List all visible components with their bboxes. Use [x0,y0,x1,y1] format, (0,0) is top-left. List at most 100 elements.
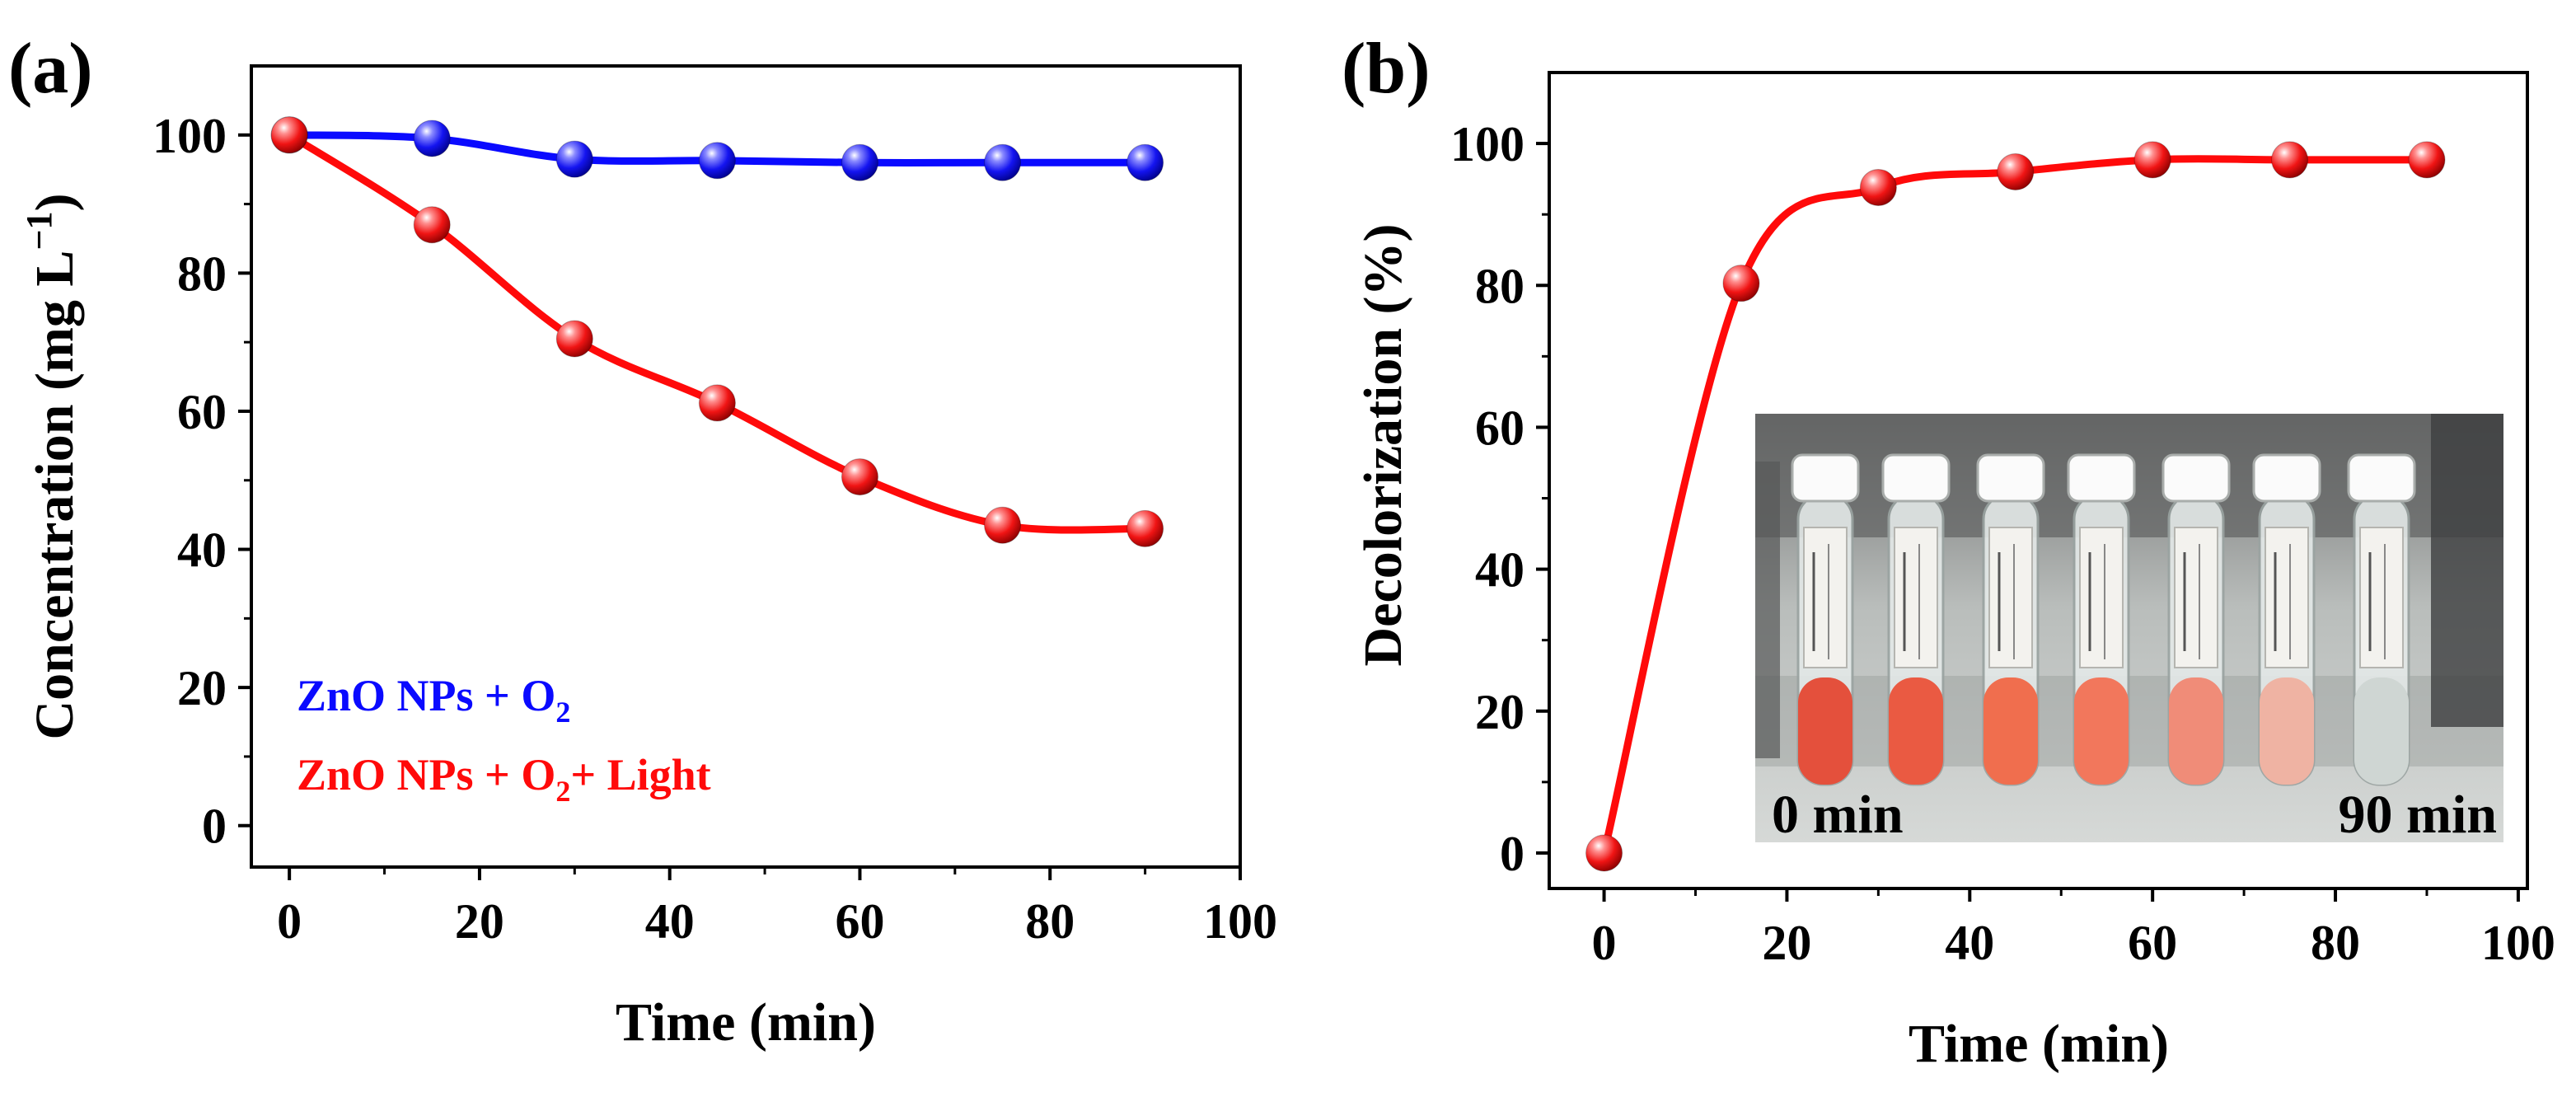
panel-b-x-tick-label: 20 [1762,916,1811,970]
inset-vial-liquid [1984,677,2038,785]
inset-vial [2067,453,2136,786]
inset-label-end: 90 min [2338,785,2497,845]
inset-vial-liquid [1889,677,1943,785]
panel-b-y-tick-label: 60 [1475,401,1525,455]
legend-entry-blue-main: ZnO NPs + O [297,671,555,720]
panel-b-x-tick-label: 100 [2481,916,2555,970]
inset-right-rack [2431,414,2503,727]
panel-a-data-point [698,384,736,422]
inset-vial-cap [2347,453,2416,503]
panel-a-data-point [841,143,878,181]
inset-vial [1976,453,2045,786]
inset-vial-liquid [2354,677,2409,785]
panel-b: (b) 0 20 40 60 80 100 0 20 40 60 80 100 0 min 90 m… [1342,29,2555,1074]
legend-entry-red-suffix: + Light [570,750,710,799]
inset-vial-label-sticker [2079,527,2124,668]
inset-vial-label-sticker [1894,527,1938,668]
panel-a-y-tick-label: 100 [152,109,227,163]
panel-b-data-point [1859,168,1897,206]
inset-vial-label-sticker [2265,527,2309,668]
panel-b-label: (b) [1342,29,1431,109]
panel-b-lines [1600,155,2431,857]
panel-b-x-tick-label: 80 [2311,916,2360,970]
panel-a-data-point [1126,509,1164,547]
panel-a-lines [285,131,1150,534]
panel-a-y-axis-label-sup: −1 [19,211,59,250]
panel-a-data-point [413,206,451,244]
panel-b-x-tick-label: 0 [1592,916,1617,970]
panel-b-data-point [2408,141,2446,179]
panel-a-x-tick-label: 20 [455,894,504,949]
inset-vial-label-sticker [1803,527,1848,668]
panel-a-y-tick-label: 20 [177,661,227,715]
panel-b-y-tick-label: 40 [1475,543,1525,598]
panel-a-x-tick-label: 100 [1203,894,1277,949]
panel-b-x-tick-label: 40 [1945,916,1994,970]
panel-b-y-axis-label: Decolorization (%) [1353,224,1413,667]
inset-vial [1881,453,1951,786]
legend-entry-blue-sub: 2 [555,696,570,729]
inset-vial [2347,453,2416,786]
panel-b-x-ticks: 0 20 40 60 80 100 [1592,888,2555,970]
inset-vial-cap [1976,453,2045,503]
panel-a-x-tick-label: 0 [277,894,302,949]
panel-a: (a) 0 20 40 60 80 100 0 20 40 60 80 100 Time (min)… [8,29,1277,1052]
panel-b-data-point [2133,141,2171,179]
panel-b-series-line-0 [1600,155,2431,857]
panel-a-x-axis-label: Time (min) [616,992,876,1052]
panel-a-data-point [413,120,451,157]
panel-a-x-tick-label: 40 [645,894,695,949]
panel-a-x-ticks: 0 20 40 60 80 100 [277,867,1277,949]
inset-vial-cap [2252,453,2321,503]
panel-b-plot-frame [1548,71,2529,890]
panel-a-legend: ZnO NPs + O2 ZnO NPs + O2+ Light [297,671,711,808]
inset-vial [2161,453,2231,786]
panel-a-data-point [698,142,736,180]
panel-a-y-axis-label-close: ) [25,194,85,212]
inset-vials [1791,453,2416,786]
panel-a-data-point [555,320,593,358]
panel-b-data-point [1585,834,1623,872]
panel-a-data-point [270,116,308,154]
panel-a-y-tick-label: 0 [202,799,227,854]
inset-vial-cap [1881,453,1951,503]
inset-vial-liquid [2074,677,2129,785]
inset-left-strip [1755,462,1780,758]
inset-vial [2252,453,2321,786]
panel-b-data-point [2271,141,2309,179]
panel-a-y-tick-label: 60 [177,385,227,439]
panel-b-data-point [1997,153,2035,191]
panel-b-y-tick-label: 20 [1475,685,1525,739]
legend-entry-red-main: ZnO NPs + O [297,750,555,799]
inset-vial-label-sticker [2174,527,2218,668]
inset-vial-liquid [1798,677,1852,785]
panel-b-y-tick-label: 80 [1475,259,1525,313]
panel-a-data-point [984,506,1022,544]
inset-vial [1791,453,1860,786]
panel-a-plot-frame [250,64,1242,869]
panel-b-x-axis-label: Time (min) [1909,1014,2169,1074]
panel-a-y-ticks: 0 20 40 60 80 100 [152,109,251,854]
inset-vial-liquid [2260,677,2314,785]
inset-vial-label-sticker [2359,527,2404,668]
panel-b-points [1585,141,2446,872]
panel-a-data-point [555,140,593,178]
panel-b-y-ticks: 0 20 40 60 80 100 [1450,117,1549,881]
inset-vial-label-sticker [1988,527,2033,668]
panel-a-x-tick-label: 60 [835,894,884,949]
panel-a-y-axis-label: Concentration (mg L−1) [19,194,85,740]
legend-entry-red-sub: 2 [555,775,570,808]
panel-a-y-tick-label: 40 [177,523,227,578]
panel-a-label: (a) [8,29,93,109]
panel-a-data-point [841,458,878,496]
panel-b-y-tick-label: 100 [1450,117,1525,171]
panel-a-data-point [1126,143,1164,181]
panel-a-data-point [984,143,1022,181]
inset-vial-cap [2067,453,2136,503]
panel-a-points [270,116,1164,547]
panel-a-y-tick-label: 80 [177,246,227,301]
inset-label-start: 0 min [1772,785,1904,845]
panel-b-y-tick-label: 0 [1500,827,1525,881]
panel-a-series-line-1 [285,131,1150,534]
